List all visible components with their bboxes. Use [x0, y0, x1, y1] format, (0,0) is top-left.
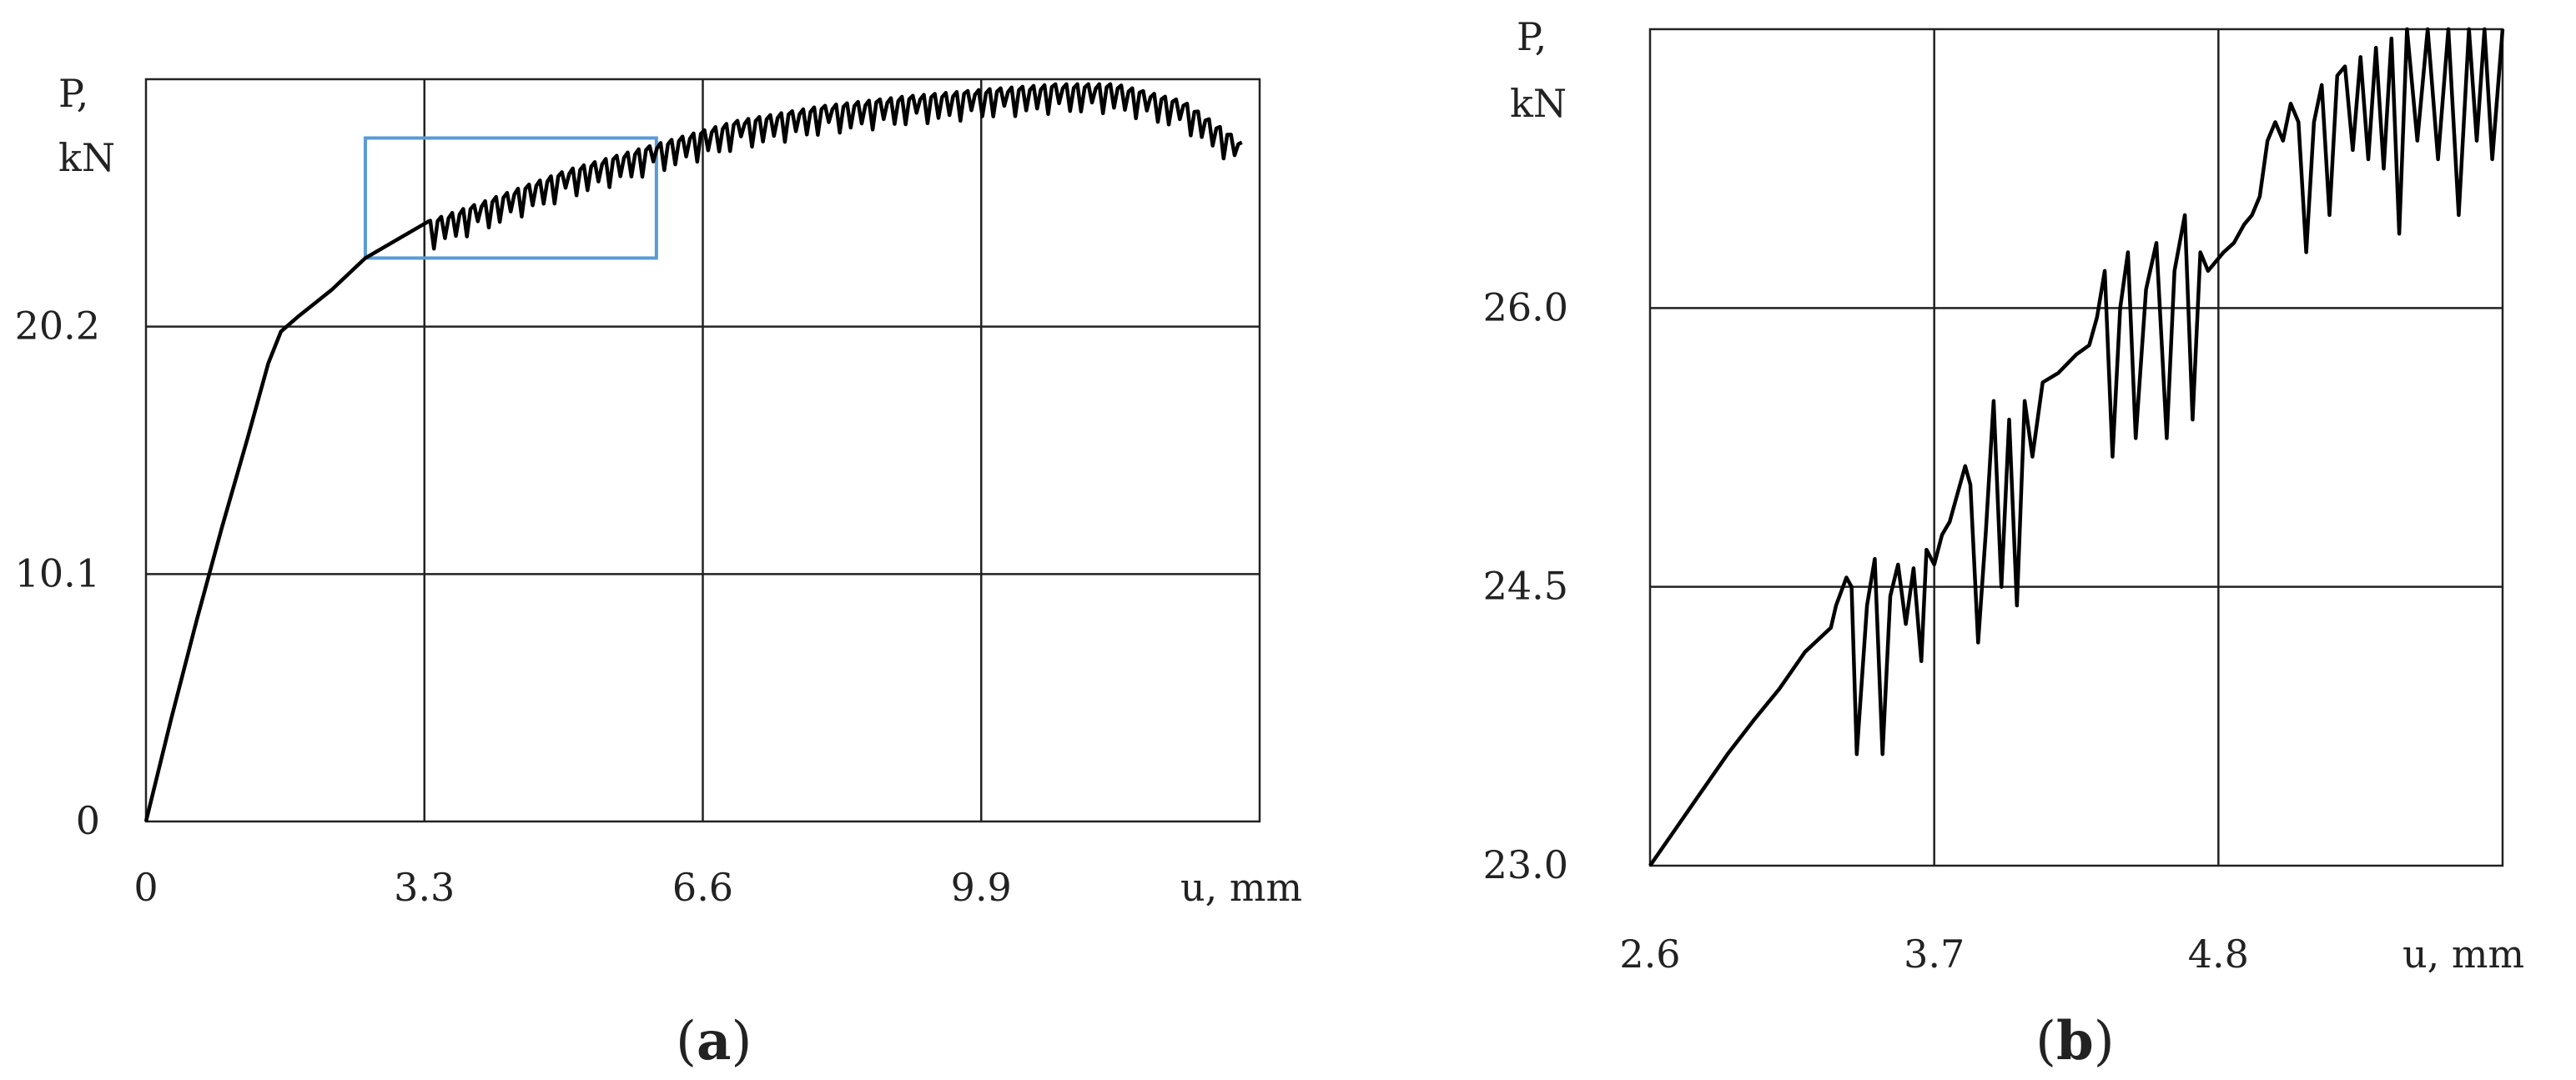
x-tick-label: 3.7 [1904, 932, 1965, 977]
panel-b-y-axis-label-line1: P, [1517, 14, 1547, 59]
panel-a-label: (a) [676, 1010, 752, 1072]
y-tick-label: 20.2 [15, 304, 100, 349]
x-tick-label: 6.6 [672, 865, 733, 910]
panel-a-chart: 0 3.3 6.6 9.9 0 10.1 20.2 P, kN u, mm (a) [15, 71, 1303, 1072]
panel-b-x-tick-labels: 2.6 3.7 4.8 [1619, 932, 2248, 977]
panel-b-label: (b) [2035, 1010, 2115, 1072]
panel-a-zoom-highlight-box [363, 136, 658, 260]
y-tick-label: 26.0 [1483, 284, 1568, 329]
panel-b-y-axis-label-line2: kN [1510, 81, 1567, 126]
panel-b-label-close: ) [2094, 1011, 2115, 1072]
panel-a-x-axis-label: u, mm [1180, 865, 1302, 910]
panel-b-plot-frame [1648, 28, 2504, 867]
panel-a-label-close: ) [731, 1011, 752, 1072]
panel-a-label-letter: a [697, 1010, 731, 1072]
y-tick-label: 24.5 [1483, 564, 1568, 609]
x-tick-label: 2.6 [1619, 932, 1680, 977]
x-tick-label: 3.3 [394, 865, 455, 910]
y-tick-label: 0 [76, 798, 100, 843]
panel-a-y-axis-label-line2: kN [58, 135, 115, 180]
panel-b-x-axis-label: u, mm [2402, 932, 2524, 977]
panel-b-series-line [1648, 27, 2505, 867]
x-tick-label: 4.8 [2188, 932, 2249, 977]
panel-b-gridlines [1650, 29, 2503, 866]
x-tick-label: 0 [133, 865, 158, 910]
panel-a-y-axis-label-line1: P, [58, 71, 88, 116]
y-tick-label: 10.1 [15, 550, 100, 595]
x-tick-label: 9.9 [951, 865, 1012, 910]
panel-a-y-tick-labels: 0 10.1 20.2 [15, 304, 100, 843]
panel-a-x-tick-labels: 0 3.3 6.6 9.9 [133, 865, 1011, 910]
panel-b-label-open: ( [2035, 1011, 2056, 1072]
panel-b-chart: 2.6 3.7 4.8 23.0 24.5 26.0 P, kN u, mm (b) [1483, 14, 2525, 1072]
panel-a-gridlines [146, 79, 1260, 821]
panel-a-plot-frame [144, 78, 1261, 823]
panel-a-label-open: ( [676, 1011, 697, 1072]
panel-b-label-letter: b [2056, 1010, 2094, 1072]
y-tick-label: 23.0 [1483, 842, 1568, 887]
panel-a-series-line [143, 82, 1243, 822]
panel-b-y-tick-labels: 23.0 24.5 26.0 [1483, 284, 1568, 887]
